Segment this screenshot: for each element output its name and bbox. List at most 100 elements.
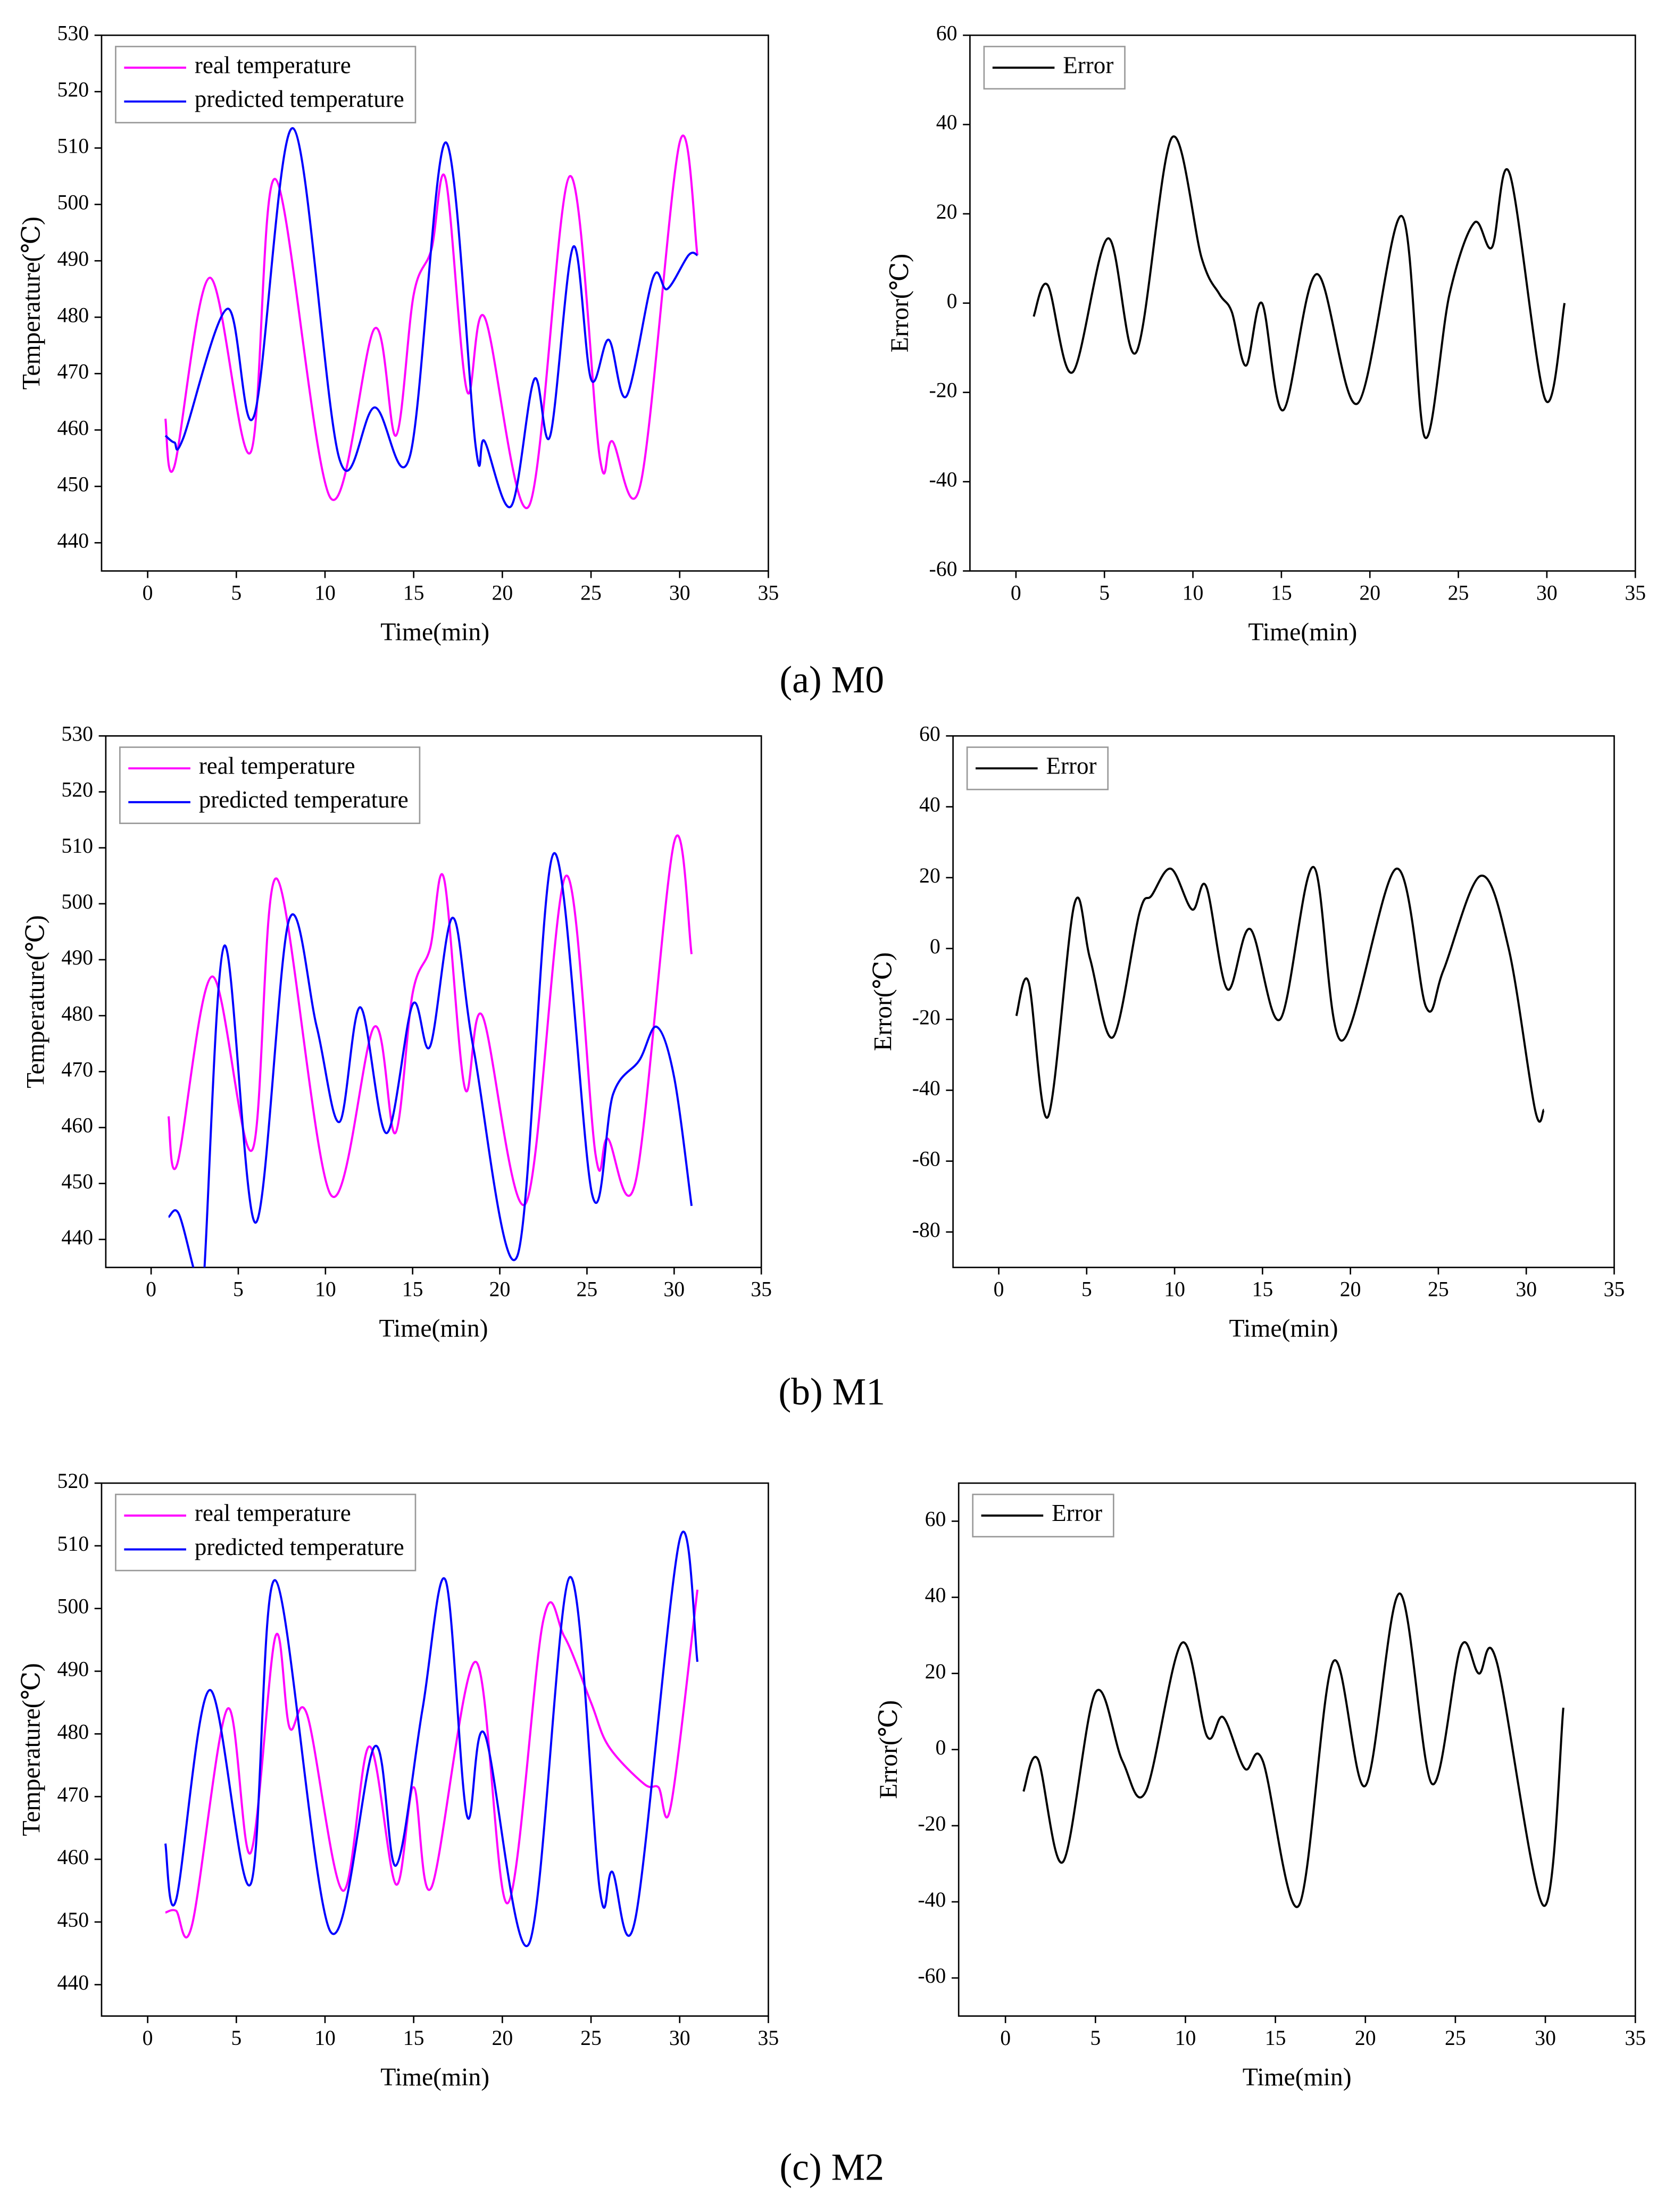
figure-caption: (b) M1 [778,1371,885,1413]
chart: 0 5 10 15 20 25 30 3544045046047048049050051052… [22,722,772,1342]
plot-area [164,1531,699,1948]
y-tick-label: -60 [912,1147,940,1171]
y-tick-label: 440 [57,1971,89,1994]
figure-caption: (c) M2 [779,2147,884,2189]
y-tick-label: 500 [57,1595,89,1618]
chart: 0 5 10 15 20 25 30 3544045046047048049050051052… [18,21,779,646]
y-tick-label: 450 [61,1170,93,1193]
y-tick-label: 470 [61,1058,93,1081]
y-tick-label: 480 [61,1002,93,1025]
y-tick-label: 520 [57,1469,89,1493]
x-tick-label: 5 [1081,1278,1092,1301]
y-tick-label: -20 [912,1005,940,1029]
x-tick-label: 5 [231,2026,242,2050]
y-tick-label: 20 [936,200,958,223]
x-tick-label: 30 [1535,2026,1556,2050]
y-tick-label: -40 [918,1888,946,1911]
y-tick-label: 40 [925,1584,946,1607]
x-tick-label: 30 [669,2026,690,2050]
x-axis-title: Time(min) [1229,1315,1338,1343]
x-tick-label: 20 [1359,581,1380,604]
y-tick-label: 60 [925,1508,946,1531]
x-tick-label: 35 [758,2026,779,2050]
plot-frame [105,735,762,1268]
y-tick-label: 0 [935,1736,946,1759]
x-tick-label: 30 [663,1278,685,1301]
legend-box [119,746,421,824]
chart: 0 5 10 15 20 25 30 35 -60 -40 -20 0 20 40 60 Time(min) E… [886,21,1646,646]
x-axis-title: Time(min) [380,2063,489,2091]
y-axis-title: Temperature(℃) [18,217,46,389]
x-tick-label: 20 [489,1278,511,1301]
y-tick-label: 510 [57,1532,89,1556]
x-tick-label: 5 [231,581,242,604]
y-tick-label: 60 [919,722,940,745]
x-tick-label: 30 [1516,1278,1537,1301]
x-tick-label: 25 [577,1278,598,1301]
y-tick-label: 40 [936,111,958,134]
legend: real temperature predicted temperature [115,1493,417,1571]
legend: Error [972,1493,1114,1537]
x-tick-label: 15 [1265,2026,1286,2050]
y-tick-label: 460 [57,1845,89,1869]
y-tick-label: 20 [919,864,940,887]
x-axis-title: Time(min) [1248,618,1357,646]
x-axis-title: Time(min) [1243,2063,1352,2091]
y-tick-label: 40 [919,793,940,817]
x-tick-label: 0 [143,581,153,604]
x-tick-label: 15 [403,2026,424,2050]
legend: Error [983,46,1126,90]
y-tick-label: 450 [57,1908,89,1932]
x-tick-label: 20 [1355,2026,1376,2050]
y-axis-title: Error(℃) [869,952,897,1051]
x-tick-label: 35 [1625,581,1646,604]
x-tick-label: 0 [143,2026,153,2050]
plot-area [1033,135,1566,439]
x-tick-label: 10 [315,1278,336,1301]
x-tick-label: 30 [669,581,690,604]
y-tick-label: 440 [57,529,89,552]
legend-label: Error [1063,52,1113,79]
x-tick-label: 30 [1536,581,1558,604]
y-tick-label: -60 [918,1964,946,1988]
chart: 0 5 10 15 20 25 30 35 -60 -40 -20 0 20 40 60 Time(min) E… [875,1482,1646,2091]
x-tick-label: 15 [1252,1278,1273,1301]
legend-label: predicted temperature [199,786,409,813]
x-tick-label: 10 [1164,1278,1185,1301]
y-tick-label: 520 [57,78,89,101]
x-tick-label: 20 [1340,1278,1361,1301]
legend-label: predicted temperature [195,1534,404,1560]
x-tick-label: 5 [1099,581,1110,604]
legend-label: predicted temperature [195,86,404,112]
line-series [164,135,699,509]
legend: real temperature predicted temperature [119,746,421,824]
y-tick-label: 500 [61,890,93,913]
plot-area [1022,1592,1564,1908]
y-tick-label: -20 [918,1812,946,1835]
legend: Error [966,746,1109,791]
y-tick-label: 460 [61,1114,93,1137]
legend-label: real temperature [195,1500,351,1526]
x-tick-label: 5 [233,1278,244,1301]
legend: real temperature predicted temperature [115,46,417,123]
y-tick-label: 490 [57,247,89,270]
line-series [164,1531,699,1948]
x-tick-label: 10 [314,2026,336,2050]
y-tick-label: 440 [61,1226,93,1249]
y-tick-label: 450 [57,472,89,496]
x-tick-label: 0 [1011,581,1021,604]
legend-box [115,1493,417,1571]
line-series [1015,866,1545,1123]
x-tick-label: 25 [1448,581,1469,604]
y-tick-label: 60 [936,21,958,45]
plot-frame [101,1482,769,2017]
x-tick-label: 0 [146,1278,156,1301]
y-axis-title: Temperature(℃) [18,1663,46,1836]
line-series [1022,1592,1564,1908]
y-tick-label: 480 [57,303,89,327]
legend-label: Error [1046,753,1096,779]
y-tick-label: 510 [57,134,89,157]
chart: 0 5 10 15 20 25 30 35 -80 -60 -40 -20 0 20 40 60 Time(mi… [869,722,1625,1342]
plot-area [164,127,699,509]
plot-frame [101,34,769,572]
